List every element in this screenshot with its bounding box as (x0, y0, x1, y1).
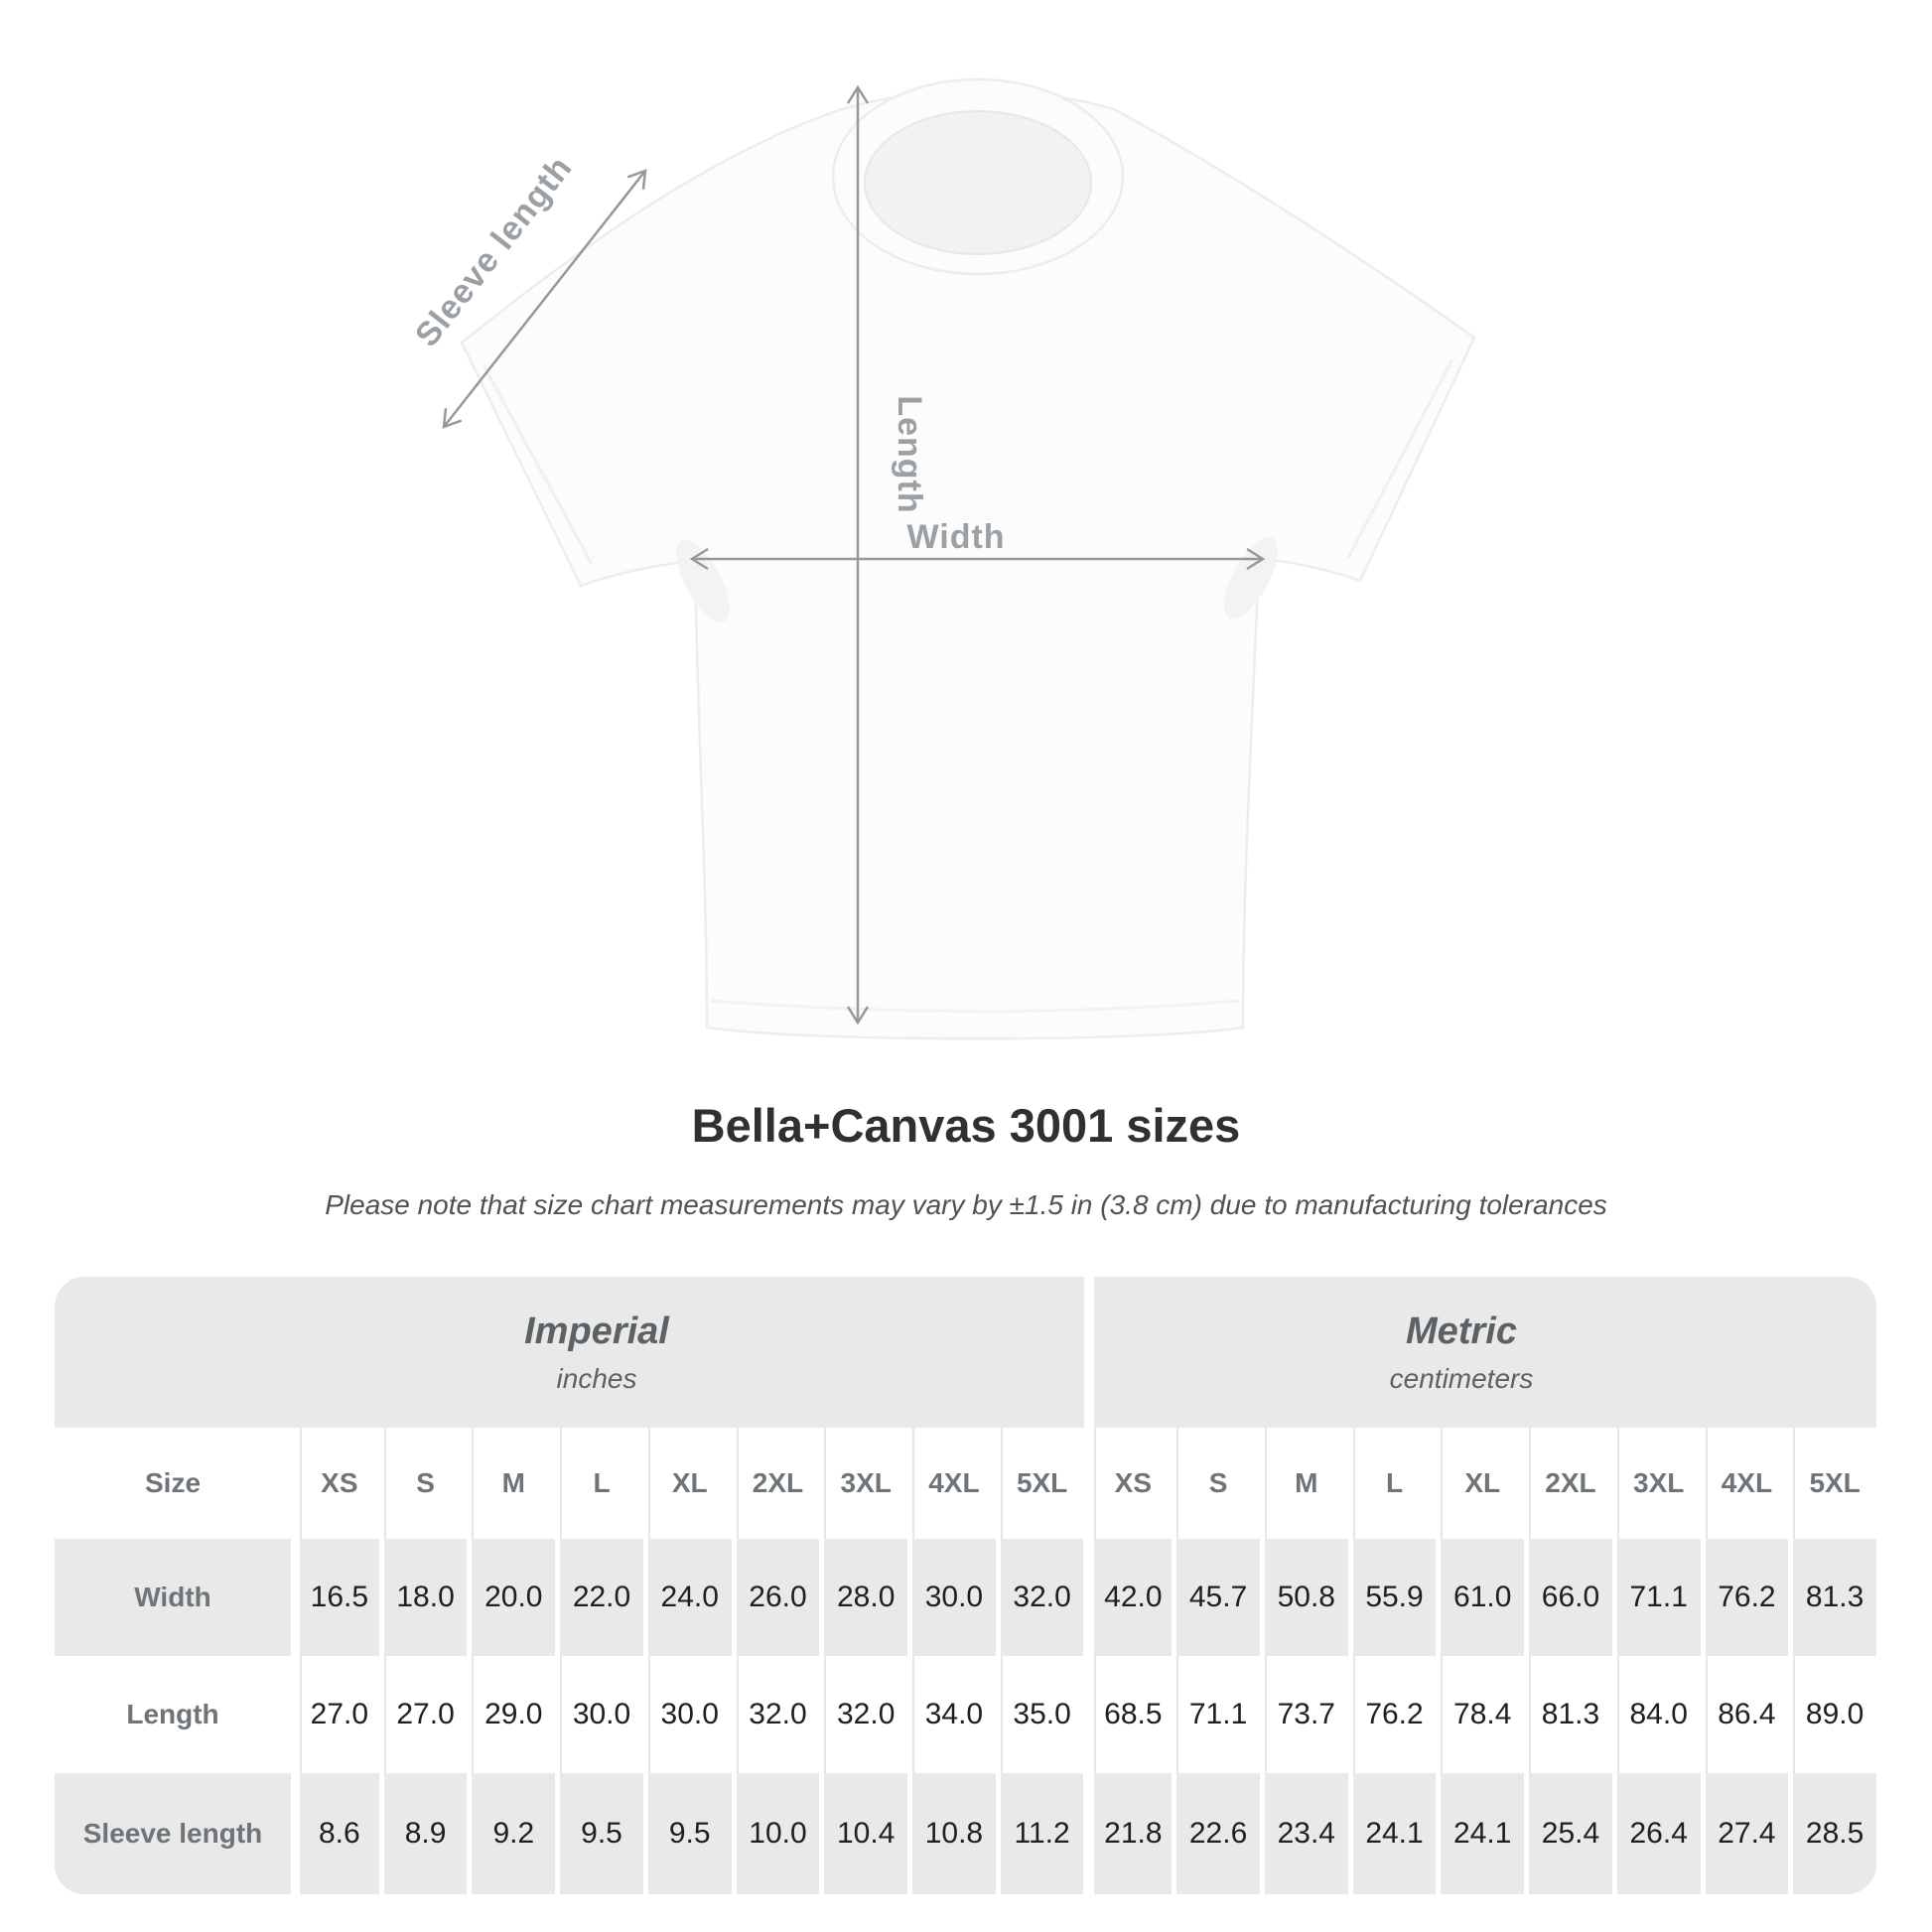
row-label: Length (55, 1656, 291, 1773)
value-cell: 29.0 (467, 1656, 556, 1773)
value-cell: 84.0 (1611, 1656, 1701, 1773)
size-header: XL (642, 1428, 732, 1539)
value-cell: 81.3 (1524, 1656, 1612, 1773)
size-header: 5XL (995, 1428, 1084, 1539)
imperial-header-block: Imperial inches (55, 1277, 1084, 1428)
value-cell: 89.0 (1788, 1656, 1876, 1773)
value-cell: 26.0 (731, 1539, 820, 1656)
value-cell: 55.9 (1347, 1539, 1437, 1656)
value-cell: 11.2 (995, 1773, 1084, 1894)
table-row-width: Width 16.5 18.0 20.0 22.0 24.0 26.0 28.0… (55, 1539, 1876, 1656)
width-label: Width (906, 518, 1005, 556)
value-cell: 30.0 (555, 1656, 643, 1773)
value-cell: 10.4 (819, 1773, 908, 1894)
value-cell: 10.0 (731, 1773, 820, 1894)
value-cell: 23.4 (1259, 1773, 1348, 1894)
value-cell: 68.5 (1083, 1656, 1173, 1773)
value-cell: 24.1 (1347, 1773, 1437, 1894)
size-header: M (1259, 1428, 1348, 1539)
value-cell: 45.7 (1172, 1539, 1260, 1656)
value-cell: 24.1 (1436, 1773, 1525, 1894)
metric-header-block: Metric centimeters (1094, 1277, 1876, 1428)
value-cell: 28.5 (1788, 1773, 1876, 1894)
value-cell: 78.4 (1436, 1656, 1525, 1773)
table-row-sizes: Size XS S M L XL 2XL 3XL 4XL 5XL XS S M … (55, 1428, 1876, 1539)
value-cell: 21.8 (1083, 1773, 1173, 1894)
value-cell: 71.1 (1611, 1539, 1701, 1656)
metric-title: Metric (1406, 1310, 1517, 1352)
value-cell: 22.0 (555, 1539, 643, 1656)
value-cell: 27.0 (378, 1656, 468, 1773)
size-header: L (555, 1428, 643, 1539)
value-cell: 27.0 (291, 1656, 379, 1773)
value-cell: 8.6 (291, 1773, 379, 1894)
tshirt-measurement-diagram: Sleeve length Length Width (408, 77, 1476, 1040)
size-header: XL (1436, 1428, 1525, 1539)
table-row-length: Length 27.0 27.0 29.0 30.0 30.0 32.0 32.… (55, 1656, 1876, 1773)
size-header: XS (291, 1428, 379, 1539)
value-cell: 35.0 (995, 1656, 1084, 1773)
value-cell: 32.0 (731, 1656, 820, 1773)
row-label: Width (55, 1539, 291, 1656)
size-header: L (1347, 1428, 1437, 1539)
value-cell: 42.0 (1083, 1539, 1173, 1656)
value-cell: 34.0 (907, 1656, 996, 1773)
value-cell: 28.0 (819, 1539, 908, 1656)
size-header: 4XL (1700, 1428, 1789, 1539)
unit-group-header: Imperial inches Metric centimeters (55, 1277, 1876, 1428)
value-cell: 20.0 (467, 1539, 556, 1656)
imperial-unit: inches (556, 1362, 637, 1394)
value-cell: 30.0 (907, 1539, 996, 1656)
value-cell: 27.4 (1700, 1773, 1789, 1894)
size-chart-table: Imperial inches Metric centimeters Size … (55, 1277, 1876, 1894)
page-title: Bella+Canvas 3001 sizes (691, 1099, 1241, 1152)
value-cell: 66.0 (1524, 1539, 1612, 1656)
value-cell: 9.5 (642, 1773, 732, 1894)
corner-size-label: Size (55, 1428, 291, 1539)
imperial-title: Imperial (524, 1310, 669, 1352)
value-cell: 73.7 (1259, 1656, 1348, 1773)
value-cell: 16.5 (291, 1539, 379, 1656)
size-header: 2XL (731, 1428, 820, 1539)
value-cell: 9.5 (555, 1773, 643, 1894)
value-cell: 30.0 (642, 1656, 732, 1773)
value-cell: 76.2 (1700, 1539, 1789, 1656)
size-header: 2XL (1524, 1428, 1612, 1539)
value-cell: 10.8 (907, 1773, 996, 1894)
value-cell: 32.0 (819, 1656, 908, 1773)
sleeve-length-arrow (442, 169, 647, 429)
table-row-sleeve-length: Sleeve length 8.6 8.9 9.2 9.5 9.5 10.0 1… (55, 1773, 1876, 1894)
size-header: S (378, 1428, 468, 1539)
value-cell: 86.4 (1700, 1656, 1789, 1773)
value-cell: 9.2 (467, 1773, 556, 1894)
tolerance-note: Please note that size chart measurements… (325, 1189, 1607, 1220)
value-cell: 18.0 (378, 1539, 468, 1656)
value-cell: 32.0 (995, 1539, 1084, 1656)
value-cell: 8.9 (378, 1773, 468, 1894)
value-cell: 22.6 (1172, 1773, 1260, 1894)
size-header: 3XL (819, 1428, 908, 1539)
size-header: M (467, 1428, 556, 1539)
size-header: 5XL (1788, 1428, 1876, 1539)
value-cell: 61.0 (1436, 1539, 1525, 1656)
value-cell: 71.1 (1172, 1656, 1260, 1773)
value-cell: 81.3 (1788, 1539, 1876, 1656)
value-cell: 25.4 (1524, 1773, 1612, 1894)
metric-unit: centimeters (1389, 1362, 1534, 1394)
size-header: XS (1083, 1428, 1173, 1539)
value-cell: 76.2 (1347, 1656, 1437, 1773)
size-header: S (1172, 1428, 1260, 1539)
size-header: 3XL (1611, 1428, 1701, 1539)
row-label: Sleeve length (55, 1773, 291, 1894)
length-label: Length (891, 395, 928, 513)
size-header: 4XL (907, 1428, 996, 1539)
value-cell: 24.0 (642, 1539, 732, 1656)
value-cell: 50.8 (1259, 1539, 1348, 1656)
value-cell: 26.4 (1611, 1773, 1701, 1894)
